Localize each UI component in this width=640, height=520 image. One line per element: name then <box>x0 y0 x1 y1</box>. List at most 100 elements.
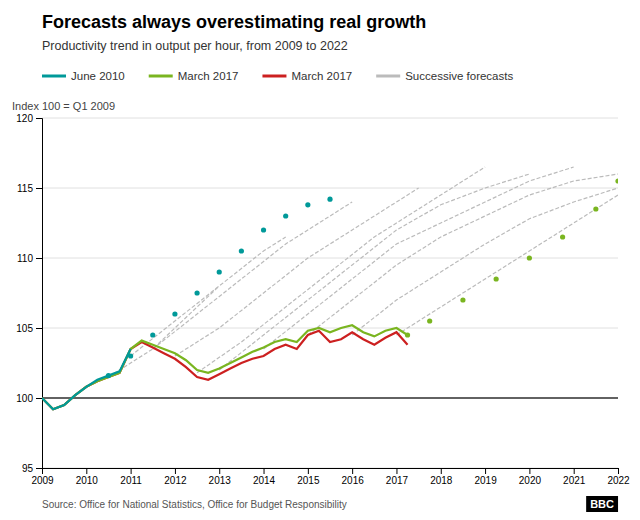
tick: 105 <box>16 323 42 334</box>
tick-label: 2018 <box>430 475 453 486</box>
tick-label: 2017 <box>386 475 409 486</box>
series-point <box>283 213 288 218</box>
tick-mark <box>36 468 42 469</box>
series-line <box>42 331 408 409</box>
tick: 2018 <box>430 468 453 486</box>
grid-line <box>42 328 618 329</box>
legend-swatch <box>262 75 286 78</box>
grid-line <box>42 118 618 119</box>
grid-line <box>42 398 618 399</box>
tick: 95 <box>22 463 42 474</box>
tick: 2012 <box>164 468 187 486</box>
legend-item: March 2017 <box>262 70 352 82</box>
tick-label: 2012 <box>164 475 187 486</box>
tick-label: 2021 <box>563 475 586 486</box>
tick-mark <box>529 468 530 474</box>
legend-swatch <box>42 75 66 78</box>
tick-mark <box>175 468 176 474</box>
legend-label: Successive forecasts <box>405 70 513 82</box>
tick: 2021 <box>563 468 586 486</box>
tick: 115 <box>17 183 42 194</box>
legend-item: Successive forecasts <box>376 70 513 82</box>
legend: June 2010 March 2017 March 2017 Successive … <box>42 70 513 82</box>
tick-label: 2022 <box>607 475 630 486</box>
legend-item: June 2010 <box>42 70 125 82</box>
logo-text: BBC <box>590 498 614 510</box>
series-point <box>527 255 532 260</box>
series-point <box>327 197 332 202</box>
tick: 2015 <box>297 468 320 486</box>
tick-mark <box>36 328 42 329</box>
grid-line <box>42 188 618 189</box>
series-line <box>175 188 419 356</box>
plot-area <box>42 167 618 409</box>
tick-mark <box>352 468 353 474</box>
tick-mark <box>396 468 397 474</box>
series-point <box>239 248 244 253</box>
tick: 2019 <box>474 468 497 486</box>
series-line <box>42 349 131 409</box>
tick: 2014 <box>253 468 276 486</box>
axis-line <box>43 469 619 475</box>
series-point <box>593 206 598 211</box>
series-point <box>427 318 432 323</box>
tick-mark <box>618 468 619 474</box>
tick-label: 115 <box>17 183 33 194</box>
tick: 2017 <box>386 468 409 486</box>
tick-label: 100 <box>16 393 33 404</box>
series-point <box>150 332 155 337</box>
series-point <box>194 290 199 295</box>
tick-mark <box>36 258 42 259</box>
tick: 120 <box>16 113 42 124</box>
legend-label: March 2017 <box>291 70 352 82</box>
series-point <box>615 178 618 183</box>
series-line <box>396 195 618 335</box>
tick-label: 2013 <box>209 475 232 486</box>
source: Source: Office for National Statistics, … <box>42 499 347 510</box>
y-axis-title: Index 100 = Q1 2009 <box>12 100 115 112</box>
series-point <box>494 276 499 281</box>
tick: 2016 <box>342 468 365 486</box>
tick-mark <box>441 468 442 474</box>
tick-label: 2009 <box>31 475 54 486</box>
tick: 2011 <box>120 468 142 486</box>
tick-mark <box>308 468 309 474</box>
tick-label: 2014 <box>253 475 276 486</box>
tick-label: 105 <box>16 323 33 334</box>
series-point <box>172 311 177 316</box>
tick-mark <box>485 468 486 474</box>
tick-mark <box>86 468 87 474</box>
logo: BBC <box>586 496 618 512</box>
tick: 2022 <box>607 468 630 486</box>
legend-swatch <box>149 75 173 78</box>
tick-mark <box>36 398 42 399</box>
tick-mark <box>264 468 265 474</box>
tick-mark <box>131 468 132 474</box>
grid <box>42 118 618 468</box>
series-point <box>560 234 565 239</box>
series-point <box>460 297 465 302</box>
chart: Forecasts always overestimating real gro… <box>0 0 640 520</box>
tick-mark <box>219 468 220 474</box>
tick-label: 2020 <box>519 475 542 486</box>
tick-label: 2011 <box>120 475 142 486</box>
tick-label: 120 <box>16 113 33 124</box>
series-line <box>308 174 618 335</box>
x-axis: 2009 2010 2011 2012 2013 2014 2015 2016 2017 2018… <box>31 468 630 486</box>
series-line <box>42 325 408 409</box>
tick-mark <box>36 188 42 189</box>
tick-label: 2015 <box>297 475 320 486</box>
tick-label: 95 <box>22 463 34 474</box>
tick-label: 2010 <box>76 475 99 486</box>
title: Forecasts always overestimating real gro… <box>42 12 426 32</box>
tick: 100 <box>16 393 42 404</box>
legend-label: March 2017 <box>178 70 239 82</box>
logo-box <box>586 496 618 512</box>
series-line <box>219 174 529 370</box>
tick-label: 2016 <box>342 475 365 486</box>
series-line <box>153 202 352 349</box>
legend-item: March 2017 <box>149 70 239 82</box>
tick-mark <box>574 468 575 474</box>
tick: 2013 <box>209 468 232 486</box>
tick-label: 2019 <box>474 475 497 486</box>
